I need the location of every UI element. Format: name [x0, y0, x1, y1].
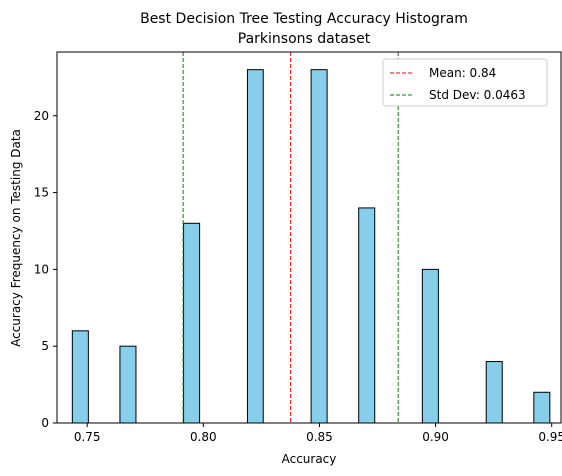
- histogram-bar: [183, 222, 201, 424]
- chart-subtitle: Parkinsons dataset: [238, 31, 371, 47]
- chart-title: Best Decision Tree Testing Accuracy Hist…: [140, 11, 468, 27]
- legend-std-label: Std Dev: 0.0463: [429, 88, 526, 102]
- y-tick-label: 0: [41, 416, 49, 430]
- y-tick-label: 15: [34, 186, 49, 200]
- y-tick-label: 10: [34, 262, 49, 276]
- histogram-bar: [421, 268, 439, 424]
- reference-lines: [182, 52, 399, 423]
- x-tick-label: 0.75: [74, 430, 101, 444]
- x-tick-label: 0.80: [190, 430, 217, 444]
- histogram-bar: [71, 330, 89, 424]
- x-tick-label: 0.95: [538, 430, 562, 444]
- histogram-bar: [533, 391, 551, 424]
- y-tick-label: 5: [41, 339, 49, 353]
- histogram-bar: [485, 361, 503, 424]
- histogram-bar: [246, 69, 264, 424]
- legend-mean-label: Mean: 0.84: [429, 66, 496, 80]
- histogram-bar: [119, 345, 137, 424]
- x-axis-label: Accuracy: [282, 452, 337, 466]
- y-tick-label: 20: [34, 109, 49, 123]
- x-tick-label: 0.90: [422, 430, 449, 444]
- y-axis-ticks: 0 5 10 15 20: [34, 109, 57, 430]
- legend-box: [382, 58, 548, 107]
- histogram-bar: [310, 69, 328, 424]
- x-tick-label: 0.85: [306, 430, 333, 444]
- bars-group: [71, 69, 551, 424]
- y-axis-label: Accuracy Frequency on Testing Data: [9, 129, 23, 347]
- plot-frame: [56, 51, 562, 424]
- legend: Mean: 0.84 Std Dev: 0.0463: [382, 58, 548, 107]
- x-axis-ticks: 0.75 0.80 0.85 0.90 0.95: [74, 423, 562, 444]
- histogram-bar: [358, 207, 376, 424]
